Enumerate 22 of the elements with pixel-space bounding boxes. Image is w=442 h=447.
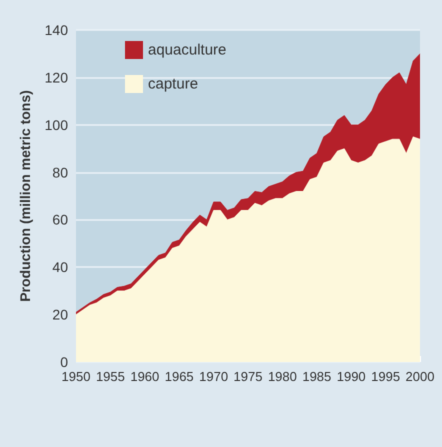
y-tick-label: 40 [52,259,68,276]
legend-label: aquaculture [148,42,226,58]
x-tick-label: 1960 [130,369,160,384]
y-tick-label: 140 [44,22,68,38]
x-tick-label: 1985 [302,369,332,384]
x-tick-label: 1965 [164,369,194,384]
x-tick-label: 1975 [234,369,262,384]
y-tick-label: 20 [52,306,68,323]
x-tick-label: 1970 [199,369,228,384]
y-tick-label: 60 [52,212,68,228]
y-tick-label: 120 [44,69,68,86]
x-tick-label: 1980 [268,369,297,384]
y-tick-label: 0 [60,354,68,370]
x-tick-label: 1990 [336,369,366,384]
x-tick-label: 1995 [371,369,400,384]
y-axis-title: Production (million metric tons) [17,90,33,302]
x-tick-label: 1950 [62,369,90,384]
y-tick-label: 100 [44,116,68,133]
x-tick-label: 2000 [406,369,434,384]
y-tick-label: 80 [52,164,68,180]
x-tick-label: 1955 [96,369,125,384]
legend-label: capture [148,76,198,92]
